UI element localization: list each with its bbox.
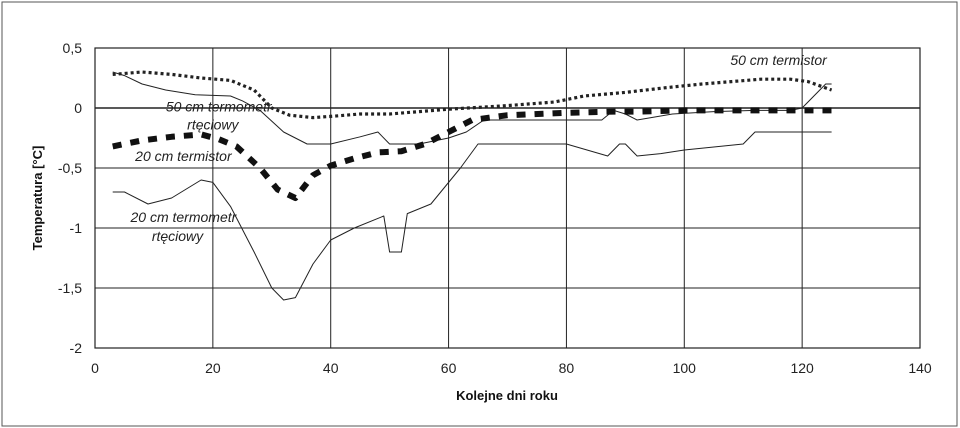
annotation-label: 20 cm termometr xyxy=(129,209,237,225)
x-tick-label: 0 xyxy=(91,360,99,376)
y-tick-label: 0 xyxy=(74,100,82,116)
y-tick-label: 0,5 xyxy=(63,40,83,56)
series-line-0 xyxy=(112,70,833,120)
annotation-label: 50 cm termistor xyxy=(730,52,828,68)
y-axis-title: Temperatura [°C] xyxy=(30,146,45,251)
y-tick-labels: 0,5 0 -0,5 -1 -1,5 -2 xyxy=(58,40,82,356)
x-tick-labels: 0 20 40 60 80 100 120 140 xyxy=(91,360,932,376)
y-tick-label: -2 xyxy=(70,340,83,356)
y-tick-label: -1,5 xyxy=(58,280,82,296)
grid xyxy=(95,48,920,348)
annotation-label: rtęciowy xyxy=(152,228,204,244)
x-tick-label: 40 xyxy=(323,360,339,376)
y-tick-label: -1 xyxy=(70,220,83,236)
series-lines xyxy=(112,70,833,301)
x-tick-label: 80 xyxy=(559,360,575,376)
annotations: 50 cm termistor 50 cm termometr rtęciowy 20… xyxy=(129,52,828,244)
annotation-label: rtęciowy xyxy=(187,117,239,133)
annotation-label: 50 cm termometr xyxy=(166,99,273,115)
x-tick-label: 20 xyxy=(205,360,221,376)
annotation-label: 20 cm termistor xyxy=(134,148,233,164)
series-line-3 xyxy=(112,131,832,301)
x-axis-title: Kolejne dni roku xyxy=(456,388,558,403)
y-tick-label: -0,5 xyxy=(58,160,82,176)
series-line-1 xyxy=(112,71,832,145)
x-tick-label: 140 xyxy=(908,360,932,376)
x-tick-label: 120 xyxy=(790,360,814,376)
x-tick-label: 100 xyxy=(673,360,697,376)
plot-area xyxy=(94,47,921,349)
x-tick-label: 60 xyxy=(441,360,457,376)
